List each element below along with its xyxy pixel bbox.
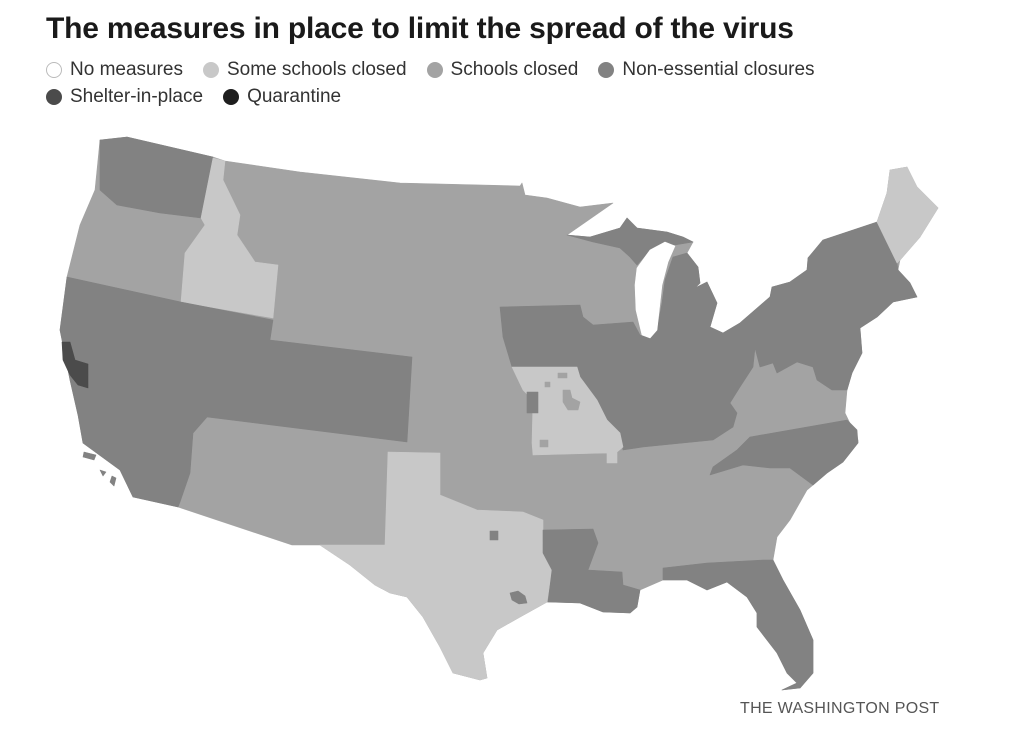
- region-north-carolina: [709, 419, 859, 486]
- legend-row: Shelter-in-place Quarantine: [46, 83, 1006, 110]
- legend-swatch-icon: [203, 61, 219, 78]
- region-missouri-county: [539, 439, 549, 448]
- legend-item-non-essential-closures: Non-essential closures: [598, 58, 815, 81]
- legend-item-some-schools-closed: Some schools closed: [203, 59, 407, 81]
- region-michigan-up: [566, 217, 694, 266]
- region-dallas: [489, 530, 499, 541]
- legend-label: Some schools closed: [227, 58, 407, 80]
- region-bay-area: [61, 341, 89, 389]
- legend-label: No measures: [70, 58, 183, 80]
- legend-label: Schools closed: [450, 58, 579, 80]
- legend-swatch-icon: [426, 61, 443, 78]
- region-island: [82, 451, 97, 461]
- region-island: [109, 475, 117, 487]
- region-louisiana: [542, 528, 641, 614]
- region-maine-nh: [876, 166, 939, 264]
- legend-item-no-measures: No measures: [46, 59, 183, 81]
- region-kansas-city: [526, 391, 539, 414]
- region-missouri-county: [544, 381, 551, 388]
- region-florida: [662, 559, 814, 691]
- legend: No measures Some schools closed Schools …: [46, 56, 1006, 110]
- region-midwest-northeast: [499, 221, 918, 451]
- legend-swatch-icon: [598, 61, 615, 78]
- legend-label: Non-essential closures: [622, 58, 815, 80]
- region-island: [99, 469, 107, 477]
- region-houston: [509, 590, 528, 605]
- legend-label: Shelter-in-place: [70, 85, 204, 107]
- region-missouri-county: [557, 372, 568, 379]
- legend-row: No measures Some schools closed Schools …: [46, 56, 1006, 83]
- legend-item-schools-closed: Schools closed: [426, 58, 579, 81]
- region-missouri-county: [562, 389, 581, 411]
- region-washington: [99, 136, 214, 219]
- legend-label: Quarantine: [247, 85, 342, 107]
- source-credit: THE WASHINGTON POST: [740, 700, 940, 717]
- legend-swatch-icon: [46, 88, 62, 105]
- region-texas: [319, 451, 553, 681]
- legend-item-quarantine: Quarantine: [223, 86, 341, 108]
- legend-swatch-icon: [46, 61, 62, 78]
- legend-swatch-icon: [223, 88, 240, 105]
- lake-michigan: [634, 241, 676, 339]
- region-idaho: [180, 157, 279, 319]
- page-title: The measures in place to limit the sprea…: [46, 12, 794, 45]
- region-west-non-essential: [59, 276, 413, 508]
- legend-item-shelter-in-place: Shelter-in-place: [46, 86, 203, 108]
- region-missouri: [511, 366, 624, 464]
